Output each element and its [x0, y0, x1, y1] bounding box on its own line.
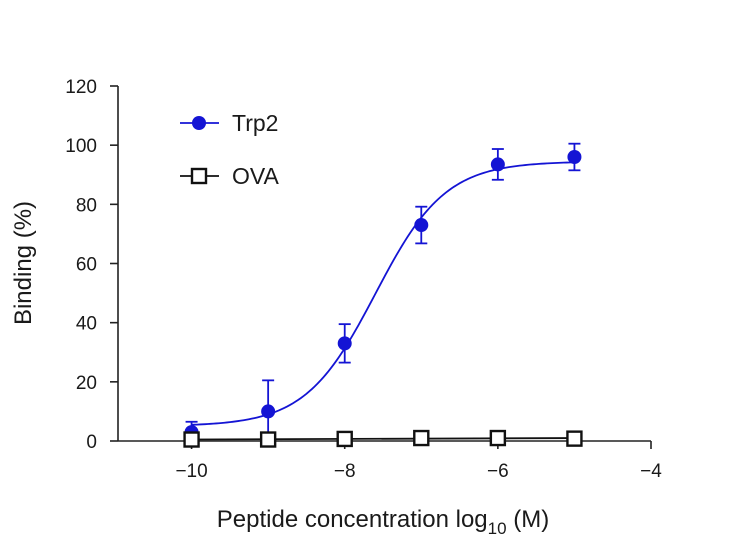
legend-label-ova: OVA	[232, 163, 280, 189]
data-point-ova	[566, 430, 583, 447]
legend-marker-trp2	[192, 116, 206, 130]
y-tick-label: 120	[65, 77, 97, 98]
axes	[117, 86, 651, 442]
data-point-trp2	[567, 150, 582, 164]
fit-curve-trp2	[191, 161, 575, 426]
y-axis-title: Binding (%)	[10, 201, 37, 325]
x-axis-title-main: Peptide concentration log	[217, 506, 488, 533]
x-tick-label: −10	[175, 461, 207, 482]
fit-curves	[191, 161, 575, 441]
x-axis-title: Peptide concentration log10 (M)	[217, 506, 549, 536]
y-ticks: 0 20 40 60 80 100 120	[65, 77, 118, 453]
x-tick-label: −8	[334, 461, 356, 482]
legend: Trp2 OVA	[180, 110, 280, 189]
y-tick-label: 0	[86, 432, 97, 453]
y-tick-label: 80	[76, 195, 97, 216]
legend-item-trp2: Trp2	[180, 110, 278, 136]
y-tick-label: 20	[76, 373, 97, 394]
x-axis-title-unit: (M)	[507, 506, 550, 533]
data-point-trp2	[261, 404, 276, 419]
data-point-ova	[413, 429, 430, 447]
x-tick-label: −6	[487, 461, 509, 482]
fit-line-ova	[191, 437, 575, 441]
data-point-trp2	[414, 218, 429, 233]
y-tick-label: 60	[76, 255, 97, 276]
legend-marker-ova	[190, 167, 208, 185]
x-axis-title-subscript: 10	[488, 519, 507, 536]
data-point-trp2	[337, 336, 352, 351]
data-point-ova	[183, 431, 200, 448]
data-point-trp2	[490, 157, 505, 172]
y-tick-label: 100	[65, 136, 97, 157]
data-point-ova	[336, 430, 353, 448]
legend-label-trp2: Trp2	[232, 110, 278, 136]
y-tick-label: 40	[76, 314, 97, 335]
x-tick-label: −4	[640, 461, 662, 482]
data-marks	[183, 142, 583, 448]
data-point-ova	[259, 431, 277, 448]
legend-item-ova: OVA	[180, 163, 280, 189]
data-point-ova	[489, 429, 507, 447]
x-ticks: −10 −8 −6 −4	[175, 441, 662, 482]
